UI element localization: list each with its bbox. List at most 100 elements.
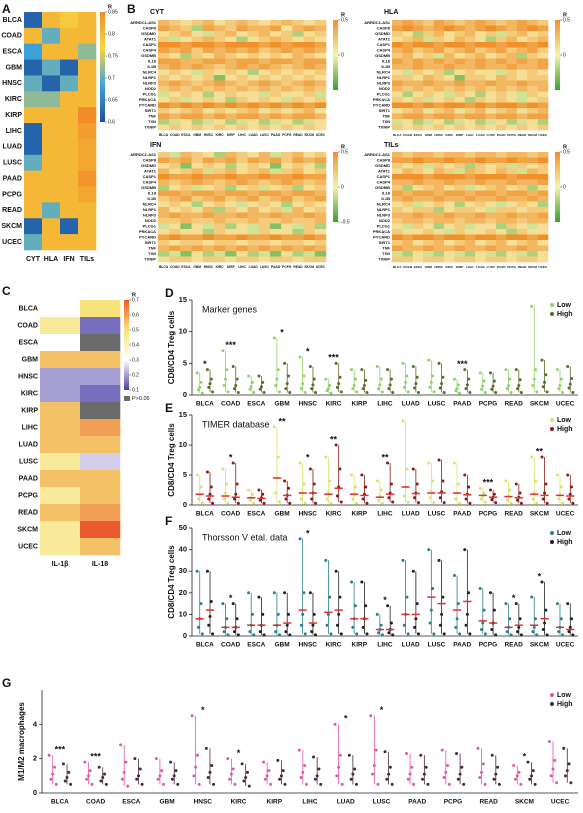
data-point <box>244 776 248 780</box>
heatmap-cell <box>412 91 424 98</box>
panel-title: TIMER database <box>202 419 270 429</box>
data-point <box>247 784 251 788</box>
data-point <box>478 486 482 490</box>
heatmap-cell <box>258 256 271 263</box>
data-point <box>519 633 523 637</box>
heatmap-cell <box>537 218 549 224</box>
heatmap-cell <box>516 168 528 175</box>
colorbar-tick-label: 0.5 <box>563 17 570 23</box>
data-point <box>465 383 469 387</box>
data-point <box>209 485 213 489</box>
data-point <box>568 382 572 386</box>
heatmap-cell <box>169 108 181 114</box>
heatmap-cell <box>225 102 237 109</box>
heatmap-cell <box>392 245 403 252</box>
data-point <box>99 779 103 783</box>
data-point <box>540 580 544 584</box>
data-point <box>312 612 316 616</box>
heatmap-cell <box>180 64 192 70</box>
data-point <box>562 746 566 750</box>
heatmap-cell <box>412 113 424 120</box>
y-axis-label: CD8/CD4 Treg cells <box>167 310 176 384</box>
heatmap-cell <box>423 25 434 32</box>
row-label: TXN <box>382 119 390 124</box>
heatmap-cell <box>516 102 528 109</box>
data-point <box>426 782 430 786</box>
data-point <box>481 621 485 625</box>
x-tick-label: KIRC <box>231 799 247 806</box>
heatmap-cell <box>247 102 260 109</box>
heatmap-cell <box>236 58 248 65</box>
row-label: TNF <box>382 113 390 118</box>
heatmap-cell <box>464 53 476 59</box>
data-point <box>492 608 496 612</box>
heatmap-cell <box>392 97 403 103</box>
heatmap-cell <box>454 185 466 191</box>
heatmap-cell <box>412 245 424 252</box>
data-point <box>196 497 200 501</box>
heatmap-cell <box>464 245 476 252</box>
heatmap-cell <box>225 108 237 114</box>
heatmap-cell <box>202 42 215 48</box>
data-point <box>333 722 337 726</box>
heatmap-cell <box>314 212 327 219</box>
heatmap-cell <box>236 152 248 158</box>
data-point <box>119 743 123 747</box>
data-point <box>514 368 518 372</box>
heatmap-cell <box>292 185 304 191</box>
data-point <box>569 781 573 785</box>
heatmap-cell <box>281 102 293 109</box>
heatmap-cell <box>247 75 260 81</box>
heatmap-cell <box>527 113 538 120</box>
data-point <box>440 382 444 386</box>
heatmap-cell <box>444 42 455 48</box>
data-point <box>413 625 417 629</box>
heatmap-cell <box>24 123 43 140</box>
heatmap-cell <box>292 102 304 109</box>
heatmap-cell <box>292 201 304 208</box>
heatmap-cell <box>236 108 248 114</box>
column-label: PCPG <box>282 265 292 269</box>
row-label: PYCARD <box>139 234 156 239</box>
heatmap-cell <box>292 80 304 87</box>
heatmap-cell <box>202 229 215 235</box>
y-tick-label: 0 <box>183 631 187 640</box>
heatmap-cell <box>464 64 476 70</box>
column-label: COAD <box>170 133 180 137</box>
data-point <box>468 390 472 394</box>
heatmap-cell <box>454 108 466 114</box>
heatmap-cell <box>202 218 215 224</box>
row-label: GBM <box>22 356 39 363</box>
data-point <box>437 558 441 562</box>
heatmap-cell <box>527 20 538 26</box>
heatmap-cell <box>412 80 424 87</box>
heatmap-cell <box>314 185 327 191</box>
heatmap-cell <box>247 168 260 175</box>
heatmap-cell <box>236 251 248 257</box>
x-tick-label: COAD <box>221 511 240 518</box>
heatmap-cell <box>225 201 237 208</box>
heatmap-cell <box>454 245 466 252</box>
heatmap-cell <box>202 31 215 37</box>
heatmap-cell <box>80 487 121 505</box>
heatmap-cell <box>60 154 79 171</box>
heatmap-cell <box>496 75 507 81</box>
data-point <box>303 764 307 768</box>
heatmap-cell <box>402 86 414 92</box>
heatmap-cell <box>433 157 445 164</box>
heatmap-cell <box>496 223 507 230</box>
heatmap-cell <box>392 53 403 59</box>
heatmap-cell <box>402 196 414 202</box>
heatmap-cell <box>464 86 476 92</box>
heatmap-cell <box>40 538 81 556</box>
heatmap-cell <box>40 419 81 437</box>
data-point <box>464 387 468 391</box>
heatmap-cell <box>475 196 486 202</box>
heatmap-cell <box>496 256 507 263</box>
heatmap-cell <box>258 47 271 54</box>
heatmap-cell <box>506 102 518 109</box>
x-tick-label: SKCM <box>530 401 549 408</box>
data-point <box>416 501 420 505</box>
heatmap-cell <box>496 152 507 158</box>
column-label: KIRP <box>227 265 236 269</box>
